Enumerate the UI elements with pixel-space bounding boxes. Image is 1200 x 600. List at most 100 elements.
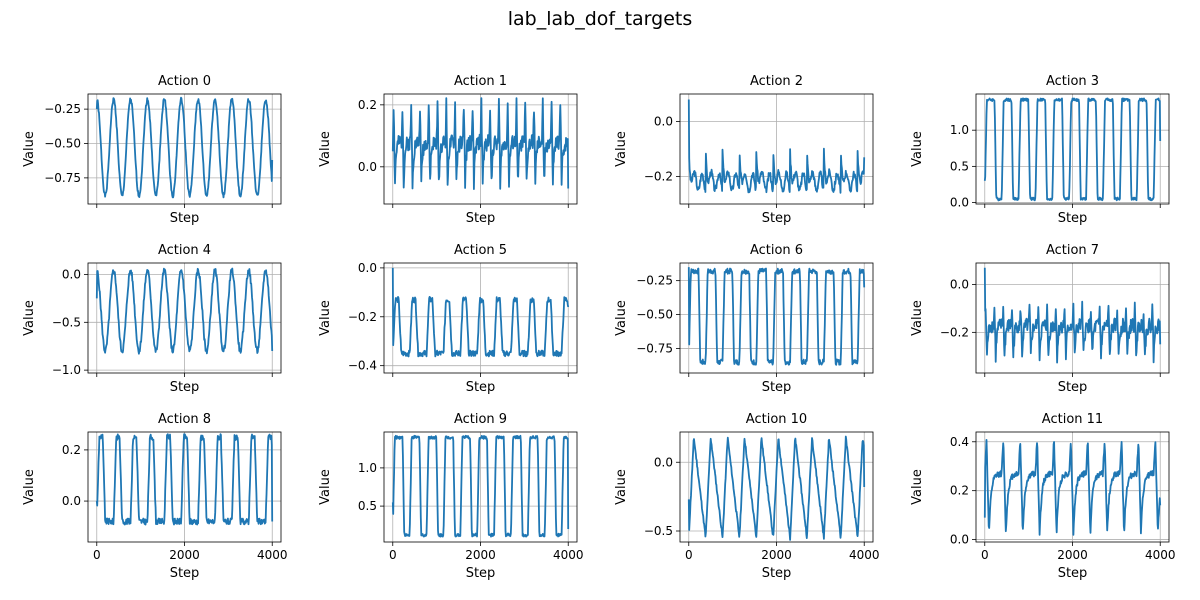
y-tick-label: −0.4 xyxy=(348,359,377,373)
x-axis-label: Step xyxy=(466,380,496,395)
series-line xyxy=(687,435,866,541)
y-tick-label: 0.2 xyxy=(62,443,81,457)
subplot-action-8: 0 2000 4000 0.2 0.0 Action 8 Step Value xyxy=(22,412,288,581)
x-axis-label: Step xyxy=(466,211,496,226)
y-axis-label: Value xyxy=(910,131,925,167)
series-line xyxy=(687,267,866,366)
subplot-title: Action 8 xyxy=(158,412,211,427)
series-line xyxy=(391,267,570,358)
y-axis-label: Value xyxy=(614,300,629,336)
x-axis-label: Step xyxy=(170,380,200,395)
x-tick-label: 0 xyxy=(389,548,397,562)
x-axis-label: Step xyxy=(762,211,792,226)
y-tick-label: 0.0 xyxy=(950,196,969,210)
y-axis-label: Value xyxy=(910,300,925,336)
plot-frame xyxy=(679,93,874,205)
y-axis-label: Value xyxy=(910,469,925,505)
subplot-action-6: −0.25 −0.50 −0.75 Action 6 Step Value xyxy=(614,243,874,395)
subplot-action-4: 0.0 −0.5 −1.0 Action 4 Step Value xyxy=(22,243,282,395)
y-tick-label: 0.0 xyxy=(358,261,377,275)
y-tick-label: 0.0 xyxy=(950,533,969,547)
y-tick-label: −0.75 xyxy=(636,342,673,356)
subplot-action-0: −0.25 −0.50 −0.75 Action 0 Step Value xyxy=(22,74,282,226)
x-axis-label: Step xyxy=(1058,211,1088,226)
series-line xyxy=(95,96,274,199)
series-line xyxy=(983,267,1162,364)
subplot-title: Action 1 xyxy=(454,74,507,89)
y-axis-label: Value xyxy=(614,469,629,505)
series-line xyxy=(95,433,274,526)
x-axis-label: Step xyxy=(466,566,496,581)
y-tick-label: 1.0 xyxy=(358,461,377,475)
subplot-action-11: 0 2000 4000 0.4 0.2 0.0 Action 11 Step Value xyxy=(910,412,1176,581)
y-axis-label: Value xyxy=(22,300,37,336)
x-tick-label: 2000 xyxy=(761,548,792,562)
y-tick-label: −0.75 xyxy=(44,171,81,185)
x-tick-label: 2000 xyxy=(169,548,200,562)
subplot-title: Action 7 xyxy=(1046,243,1099,258)
y-tick-label: −0.5 xyxy=(644,524,673,538)
x-axis-label: Step xyxy=(1058,380,1088,395)
plot-frame xyxy=(975,262,1170,374)
x-axis-label: Step xyxy=(762,380,792,395)
subplot-action-9: 0 2000 4000 1.0 0.5 Action 9 Step Value xyxy=(318,412,584,581)
subplot-title: Action 5 xyxy=(454,243,507,258)
plot-frame xyxy=(975,93,1170,205)
y-tick-label: −0.2 xyxy=(644,170,673,184)
subplot-action-5: 0.0 −0.2 −0.4 Action 5 Step Value xyxy=(318,243,578,395)
y-tick-label: −1.0 xyxy=(52,363,81,377)
x-tick-label: 4000 xyxy=(1145,548,1176,562)
y-tick-label: −0.2 xyxy=(940,325,969,339)
x-axis-label: Step xyxy=(1058,566,1088,581)
y-axis-label: Value xyxy=(318,300,333,336)
y-tick-label: 1.0 xyxy=(950,123,969,137)
plot-frame xyxy=(87,431,282,543)
subplot-title: Action 2 xyxy=(750,74,803,89)
y-tick-label: −0.50 xyxy=(636,308,673,322)
y-axis-label: Value xyxy=(22,131,37,167)
subplot-title: Action 9 xyxy=(454,412,507,427)
x-tick-label: 0 xyxy=(981,548,989,562)
subplot-title: Action 6 xyxy=(750,243,803,258)
x-tick-label: 4000 xyxy=(849,548,880,562)
y-tick-label: −0.25 xyxy=(44,102,81,116)
subplot-title: Action 11 xyxy=(1042,412,1103,427)
series-line xyxy=(687,99,866,194)
y-axis-label: Value xyxy=(318,469,333,505)
y-tick-label: 0.0 xyxy=(950,278,969,292)
subplot-action-7: 0.0 −0.2 Action 7 Step Value xyxy=(910,243,1170,395)
plot-frame xyxy=(679,262,874,374)
y-tick-label: −0.50 xyxy=(44,137,81,151)
subplot-title: Action 4 xyxy=(158,243,211,258)
y-tick-label: 0.0 xyxy=(62,267,81,281)
x-axis-label: Step xyxy=(762,566,792,581)
subplot-action-10: 0 2000 4000 0.0 −0.5 Action 10 Step Value xyxy=(614,412,880,581)
y-tick-label: 0.4 xyxy=(950,435,969,449)
x-axis-label: Step xyxy=(170,566,200,581)
series-line xyxy=(983,439,1162,536)
y-tick-label: −0.2 xyxy=(348,310,377,324)
subplot-action-2: 0.0 −0.2 Action 2 Step Value xyxy=(614,74,874,226)
plot-frame xyxy=(383,262,578,374)
plot-frame xyxy=(383,93,578,205)
subplot-title: Action 0 xyxy=(158,74,211,89)
x-tick-label: 0 xyxy=(93,548,101,562)
y-axis-label: Value xyxy=(318,131,333,167)
plot-frame xyxy=(87,93,282,205)
subplot-action-1: 0.2 0.0 Action 1 Step Value xyxy=(318,74,578,226)
x-tick-label: 0 xyxy=(685,548,693,562)
plot-frame xyxy=(679,431,874,543)
y-tick-label: −0.25 xyxy=(636,274,673,288)
series-line xyxy=(983,97,1162,202)
subplot-title: Action 3 xyxy=(1046,74,1099,89)
series-line xyxy=(391,434,570,538)
y-tick-label: 0.2 xyxy=(950,484,969,498)
figure-title: lab_lab_dof_targets xyxy=(507,8,693,30)
x-tick-label: 2000 xyxy=(465,548,496,562)
x-tick-label: 2000 xyxy=(1057,548,1088,562)
series-line xyxy=(391,97,570,190)
x-tick-label: 4000 xyxy=(257,548,288,562)
y-tick-label: 0.5 xyxy=(950,159,969,173)
y-tick-label: 0.0 xyxy=(654,455,673,469)
